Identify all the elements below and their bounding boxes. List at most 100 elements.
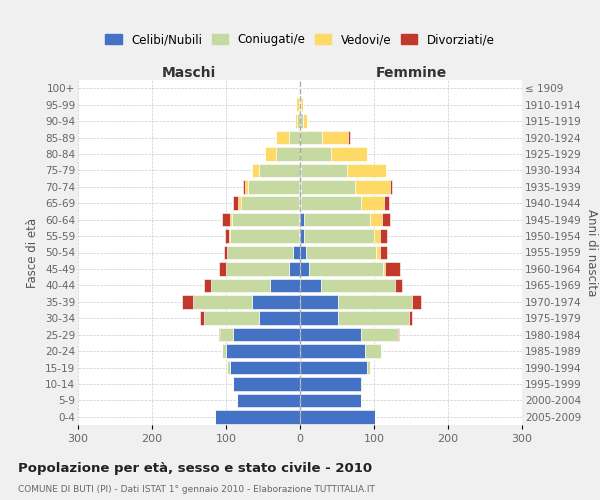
Bar: [347, 164, 386, 177]
Bar: [226, 262, 289, 276]
Bar: [395, 278, 402, 292]
Bar: [338, 312, 409, 325]
Bar: [361, 196, 385, 210]
Bar: [300, 180, 301, 194]
Bar: [182, 295, 193, 308]
Bar: [383, 262, 385, 276]
Bar: [300, 394, 361, 407]
Bar: [299, 180, 300, 194]
Bar: [374, 230, 380, 243]
Bar: [301, 98, 303, 112]
Bar: [271, 278, 300, 292]
Bar: [295, 114, 297, 128]
Bar: [355, 180, 390, 194]
Bar: [300, 246, 306, 259]
Bar: [303, 114, 307, 128]
Bar: [370, 213, 382, 226]
Bar: [300, 196, 301, 210]
Bar: [300, 262, 309, 276]
Text: Femmine: Femmine: [376, 66, 446, 80]
Bar: [390, 180, 392, 194]
Bar: [385, 196, 389, 210]
Bar: [304, 213, 370, 226]
Bar: [300, 328, 361, 342]
Bar: [300, 147, 331, 160]
Bar: [245, 180, 248, 194]
Bar: [232, 213, 299, 226]
Bar: [300, 164, 301, 177]
Bar: [300, 114, 303, 128]
Bar: [361, 377, 362, 390]
Bar: [322, 131, 348, 144]
Bar: [259, 164, 300, 177]
Bar: [412, 295, 421, 308]
Bar: [252, 164, 259, 177]
Bar: [300, 361, 367, 374]
Bar: [301, 196, 361, 210]
Bar: [218, 262, 226, 276]
Bar: [409, 312, 412, 325]
Bar: [259, 312, 300, 325]
Bar: [224, 230, 229, 243]
Bar: [215, 410, 300, 424]
Bar: [230, 213, 232, 226]
Bar: [226, 344, 300, 358]
Bar: [380, 246, 388, 259]
Bar: [331, 147, 367, 160]
Bar: [309, 262, 383, 276]
Bar: [204, 312, 259, 325]
Bar: [300, 213, 304, 226]
Bar: [275, 131, 289, 144]
Bar: [299, 196, 300, 210]
Bar: [265, 147, 277, 160]
Text: Popolazione per età, sesso e stato civile - 2010: Popolazione per età, sesso e stato civil…: [18, 462, 372, 475]
Bar: [299, 213, 300, 226]
Bar: [300, 98, 301, 112]
Bar: [300, 344, 365, 358]
Bar: [218, 328, 220, 342]
Bar: [237, 394, 300, 407]
Bar: [243, 180, 245, 194]
Bar: [227, 246, 293, 259]
Bar: [300, 312, 338, 325]
Bar: [376, 246, 380, 259]
Bar: [300, 278, 321, 292]
Bar: [304, 230, 374, 243]
Bar: [306, 246, 376, 259]
Bar: [200, 312, 204, 325]
Bar: [382, 213, 389, 226]
Bar: [338, 295, 412, 308]
Bar: [193, 295, 252, 308]
Bar: [238, 196, 241, 210]
Bar: [289, 262, 300, 276]
Bar: [300, 410, 376, 424]
Bar: [289, 131, 300, 144]
Bar: [233, 196, 238, 210]
Bar: [293, 246, 300, 259]
Bar: [233, 328, 300, 342]
Bar: [367, 361, 370, 374]
Bar: [252, 295, 300, 308]
Bar: [233, 377, 300, 390]
Legend: Celibi/Nubili, Coniugati/e, Vedovi/e, Divorziati/e: Celibi/Nubili, Coniugati/e, Vedovi/e, Di…: [103, 30, 497, 48]
Bar: [380, 230, 388, 243]
Bar: [248, 180, 299, 194]
Bar: [297, 114, 300, 128]
Bar: [299, 230, 300, 243]
Bar: [230, 361, 300, 374]
Bar: [229, 230, 230, 243]
Bar: [321, 278, 395, 292]
Bar: [300, 230, 304, 243]
Y-axis label: Fasce di età: Fasce di età: [26, 218, 40, 288]
Bar: [223, 344, 226, 358]
Bar: [361, 328, 398, 342]
Bar: [222, 213, 230, 226]
Y-axis label: Anni di nascita: Anni di nascita: [585, 209, 598, 296]
Bar: [398, 328, 399, 342]
Bar: [301, 164, 347, 177]
Text: COMUNE DI BUTI (PI) - Dati ISTAT 1° gennaio 2010 - Elaborazione TUTTITALIA.IT: COMUNE DI BUTI (PI) - Dati ISTAT 1° genn…: [18, 485, 375, 494]
Bar: [365, 344, 382, 358]
Bar: [230, 230, 299, 243]
Bar: [385, 262, 400, 276]
Bar: [299, 98, 300, 112]
